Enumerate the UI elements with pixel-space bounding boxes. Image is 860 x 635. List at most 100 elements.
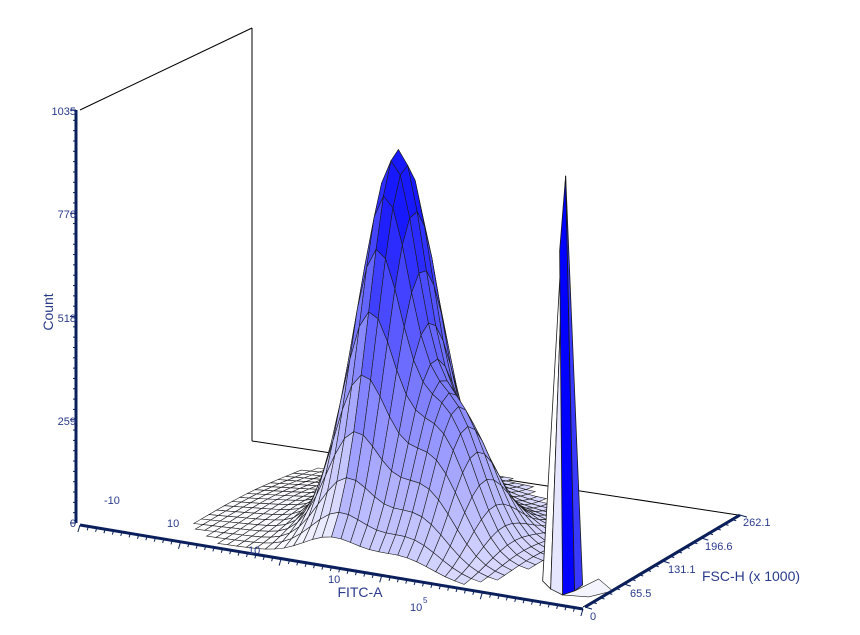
x-axis-tick — [514, 597, 517, 602]
x-axis-tick — [77, 524, 81, 533]
x-axis-tick — [178, 541, 182, 549]
x-axis-tick — [539, 601, 542, 607]
y-axis-tick — [708, 532, 714, 536]
x-axis-tick — [329, 566, 332, 572]
x-axis-tick — [497, 594, 500, 600]
y-axis-tick — [608, 592, 613, 595]
x-axis-tick — [86, 526, 89, 531]
x-axis-tick — [137, 534, 140, 539]
x-axis-tick — [354, 571, 358, 576]
y-axis-tick — [685, 546, 690, 549]
x-axis-tick — [254, 554, 257, 559]
x-axis-tick — [505, 596, 509, 601]
x-axis-tick — [388, 576, 391, 581]
z-tick-label: 0 — [70, 518, 76, 530]
z-tick-label: 776 — [58, 209, 76, 221]
y-axis-tick — [662, 560, 670, 564]
x-axis-tick — [296, 561, 299, 566]
x-axis-tick — [522, 599, 525, 604]
x-tick-label: 10 — [248, 545, 260, 557]
axes — [70, 109, 748, 617]
y-axis-tick — [615, 588, 621, 591]
x-axis-tick — [413, 580, 416, 586]
y-axis-tick — [639, 574, 644, 577]
x-axis-tick — [447, 586, 450, 591]
x-axis-tick — [547, 603, 550, 608]
y-axis-tick — [592, 601, 597, 605]
y-axis-tick — [701, 537, 709, 541]
x-axis-tick — [489, 593, 492, 598]
surface-mesh — [192, 148, 576, 585]
x-axis-tick — [145, 536, 148, 541]
x-tick-label: 10 — [410, 602, 422, 614]
x-tick-label: 10 — [167, 518, 179, 530]
x-axis-tick — [363, 572, 366, 577]
x-axis-tick — [304, 562, 307, 567]
x-axis-tick — [103, 529, 106, 534]
x-axis-tick — [313, 564, 316, 569]
z-axis-title: Count — [40, 293, 56, 330]
x-axis-tick — [262, 555, 265, 560]
x-axis-tick — [120, 531, 123, 537]
x-axis-tick — [237, 551, 240, 556]
x-axis-tick — [455, 587, 458, 593]
y-axis-tick — [739, 514, 748, 518]
x-axis-tick — [396, 578, 400, 583]
y-tick-label: 131.1 — [668, 564, 696, 576]
x-axis-tick — [479, 592, 483, 600]
x-axis-tick — [346, 569, 349, 574]
x-axis-tick — [204, 545, 207, 551]
y-tick-label: 262.1 — [743, 517, 771, 529]
x-axis-tick — [422, 582, 425, 587]
y-axis-tick — [732, 519, 737, 522]
x-axis-tick — [220, 548, 223, 553]
x-axis-tick — [170, 540, 173, 545]
y-tick-label: 65.5 — [630, 588, 651, 600]
surface-facet — [470, 571, 489, 583]
x-axis-tick — [229, 550, 232, 555]
x-axis-tick — [195, 544, 198, 549]
x-axis-tick — [338, 568, 341, 573]
x-axis-tick — [405, 579, 408, 584]
x-axis-tick — [162, 538, 165, 544]
y-axis-tick — [724, 523, 729, 526]
x-axis-tick — [463, 589, 467, 594]
x-axis-tick — [472, 590, 475, 595]
spike-peak — [542, 175, 614, 598]
z-tick-label: 518 — [58, 313, 76, 325]
x-axis-tick — [271, 557, 274, 562]
y-axis-tick — [631, 578, 636, 582]
y-axis-title: FSC-H (x 1000) — [702, 568, 800, 584]
x-axis-tick — [556, 604, 559, 609]
y-axis-tick — [677, 551, 683, 554]
z-tick-label: 1035 — [52, 106, 76, 118]
x-axis-tick — [287, 559, 291, 565]
x-tick-label: -10 — [104, 495, 120, 507]
x-axis-tick — [187, 543, 190, 548]
x-axis-tick — [111, 530, 115, 535]
x-axis-title: FITC-A — [337, 584, 383, 600]
x-axis-tick — [564, 606, 567, 611]
x-axis-tick — [245, 552, 249, 558]
y-axis-tick — [623, 583, 631, 587]
y-axis-tick — [646, 569, 652, 572]
x-axis-tick — [212, 547, 215, 552]
x-axis-tick — [95, 527, 98, 532]
x-axis-tick — [430, 583, 433, 588]
surface-facet — [518, 560, 537, 570]
spike-facet — [565, 175, 584, 592]
y-tick-label: 0 — [590, 611, 596, 623]
y-tick-label: 196.6 — [705, 541, 733, 553]
x-axis-tick — [153, 537, 156, 542]
y-axis-tick — [600, 597, 605, 600]
x-axis-tick — [128, 533, 131, 538]
y-axis-tick — [654, 565, 659, 568]
x-axis-tick — [371, 573, 374, 579]
x-axis-tick — [321, 565, 324, 570]
x-axis-tick — [572, 607, 576, 612]
surface-facet — [454, 573, 472, 585]
y-axis-tick — [584, 606, 593, 610]
x-tick-exponent: 5 — [423, 596, 428, 605]
y-axis-tick — [693, 542, 698, 545]
